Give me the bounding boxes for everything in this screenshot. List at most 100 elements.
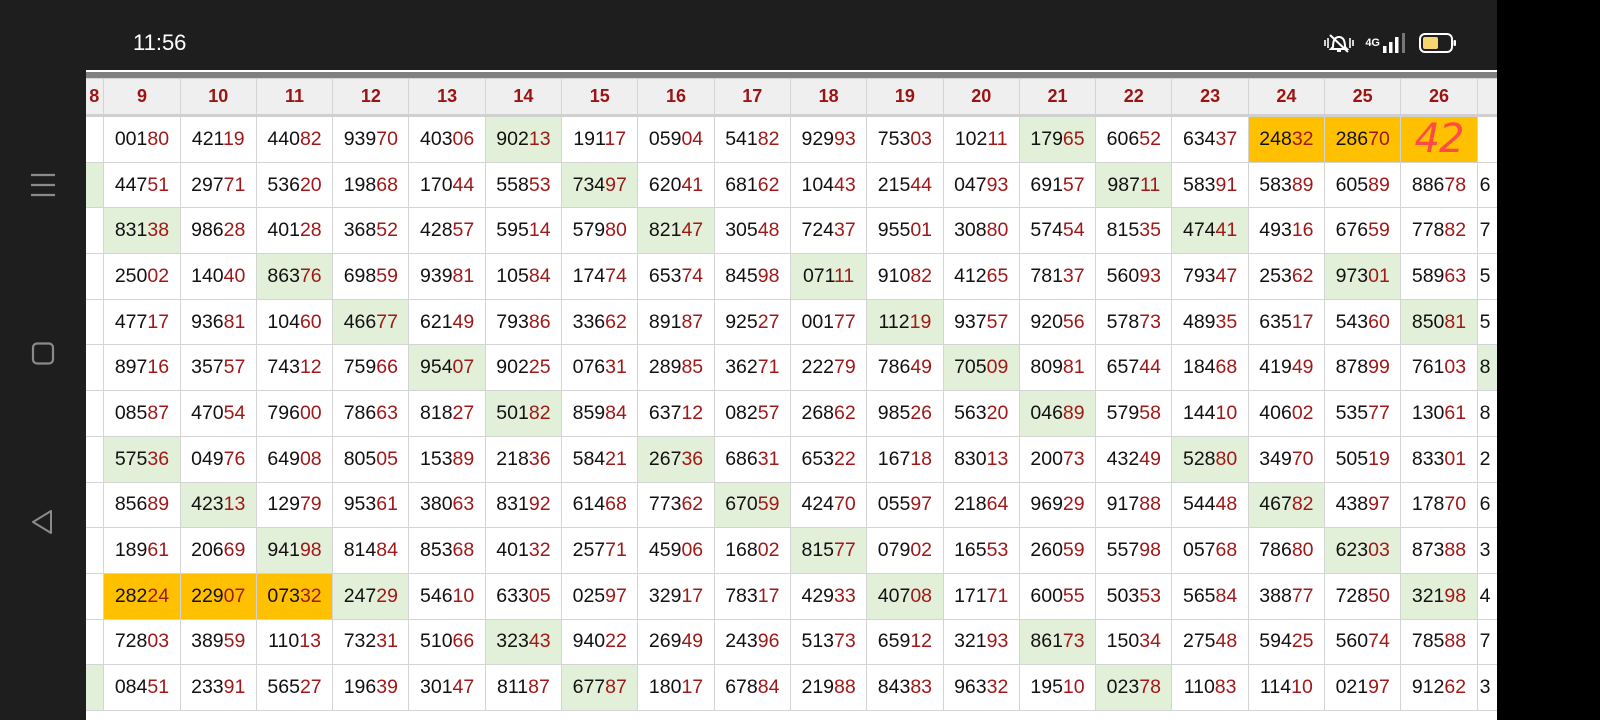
- table-cell[interactable]: 43897: [1324, 481, 1402, 529]
- table-cell-partial-right[interactable]: 4: [1476, 572, 1497, 620]
- table-cell[interactable]: 73497: [561, 161, 639, 209]
- table-cell[interactable]: 15034: [1095, 618, 1173, 666]
- column-header-25[interactable]: 25: [1324, 78, 1402, 117]
- column-header-15[interactable]: 15: [561, 78, 639, 117]
- table-cell-partial-right[interactable]: 8: [1476, 390, 1497, 437]
- table-cell-partial-right[interactable]: [1476, 115, 1497, 163]
- table-cell[interactable]: 59425: [1247, 618, 1326, 666]
- table-cell[interactable]: 14410: [1171, 390, 1249, 437]
- table-cell[interactable]: 18961: [103, 527, 181, 574]
- table-cell[interactable]: 63305: [484, 572, 563, 620]
- table-cell[interactable]: 07332: [255, 572, 334, 620]
- table-cell[interactable]: 21544: [866, 161, 944, 209]
- table-cell[interactable]: 57873: [1095, 298, 1173, 346]
- table-cell[interactable]: 00180: [103, 115, 181, 163]
- table-cell[interactable]: 05597: [866, 481, 944, 529]
- table-cell[interactable]: 83138: [103, 207, 181, 255]
- column-header-22[interactable]: 22: [1095, 78, 1173, 117]
- table-cell[interactable]: 67884: [713, 664, 791, 711]
- table-cell[interactable]: 87388: [1400, 527, 1478, 574]
- column-header-17[interactable]: 17: [713, 78, 791, 117]
- table-cell[interactable]: 98526: [866, 390, 944, 437]
- table-cell[interactable]: 69859: [332, 253, 410, 300]
- table-cell[interactable]: 21864: [942, 481, 1020, 529]
- column-header-9[interactable]: 9: [103, 78, 181, 117]
- table-cell[interactable]: 67059: [713, 481, 791, 529]
- table-cell[interactable]: 77882: [1400, 207, 1478, 255]
- table-cell[interactable]: 56093: [1095, 253, 1173, 300]
- table-cell[interactable]: 75303: [866, 115, 944, 163]
- table-cell[interactable]: 79600: [255, 390, 334, 437]
- table-cell[interactable]: 30548: [713, 207, 791, 255]
- column-header-partial-right[interactable]: [1476, 78, 1497, 117]
- table-cell[interactable]: 28224: [103, 572, 181, 620]
- column-header-18[interactable]: 18: [789, 78, 868, 117]
- table-cell-partial[interactable]: 5: [86, 161, 105, 209]
- table-cell[interactable]: 54448: [1171, 481, 1249, 529]
- table-cell[interactable]: 16802: [713, 527, 791, 574]
- table-cell[interactable]: 27548: [1171, 618, 1249, 666]
- table-cell[interactable]: 91262: [1400, 664, 1478, 711]
- table-cell[interactable]: 67659: [1324, 207, 1402, 255]
- table-cell[interactable]: 32198: [1400, 572, 1478, 620]
- table-cell[interactable]: 42933: [789, 572, 868, 620]
- table-cell[interactable]: 10443: [789, 161, 868, 209]
- table-cell[interactable]: 78317: [713, 572, 791, 620]
- table-cell[interactable]: 21836: [484, 435, 563, 483]
- table-cell[interactable]: 69157: [1018, 161, 1097, 209]
- table-cell[interactable]: 11410: [1247, 664, 1326, 711]
- table-cell[interactable]: 17171: [942, 572, 1020, 620]
- table-cell[interactable]: 48935: [1171, 298, 1249, 346]
- table-cell[interactable]: 14040: [179, 253, 257, 300]
- table-cell[interactable]: 46782: [1247, 481, 1326, 529]
- table-cell[interactable]: 49316: [1247, 207, 1326, 255]
- table-cell[interactable]: 04793: [942, 161, 1020, 209]
- table-cell[interactable]: 63517: [1247, 298, 1326, 346]
- table-cell-partial[interactable]: 3: [86, 390, 105, 437]
- table-cell[interactable]: 84598: [713, 253, 791, 300]
- table-cell[interactable]: 40132: [484, 527, 563, 574]
- table-cell[interactable]: 22907: [179, 572, 257, 620]
- table-cell[interactable]: 93681: [179, 298, 257, 346]
- table-cell[interactable]: 76103: [1400, 344, 1478, 392]
- table-cell[interactable]: 58963: [1400, 253, 1478, 300]
- table-cell[interactable]: 18468: [1171, 344, 1249, 392]
- table-cell[interactable]: 50182: [484, 390, 563, 437]
- table-cell[interactable]: 91788: [1095, 481, 1173, 529]
- table-cell[interactable]: 26862: [789, 390, 868, 437]
- table-cell[interactable]: 60652: [1095, 115, 1173, 163]
- table-cell[interactable]: 75966: [332, 344, 410, 392]
- table-cell[interactable]: 72850: [1324, 572, 1402, 620]
- table-cell[interactable]: 88678: [1400, 161, 1478, 209]
- table-cell[interactable]: 18017: [637, 664, 715, 711]
- table-cell[interactable]: 25771: [561, 527, 639, 574]
- table-cell[interactable]: 04976: [179, 435, 257, 483]
- table-cell[interactable]: 15389: [408, 435, 486, 483]
- table-cell[interactable]: 40708: [866, 572, 944, 620]
- table-cell[interactable]: 12979: [255, 481, 334, 529]
- table-cell[interactable]: 67787: [561, 664, 639, 711]
- table-cell-partial-right[interactable]: 5: [1476, 253, 1497, 300]
- table-cell[interactable]: 11083: [1171, 664, 1249, 711]
- table-cell[interactable]: 85368: [408, 527, 486, 574]
- table-cell[interactable]: 11219: [866, 298, 944, 346]
- table-cell-partial-right[interactable]: 2: [1476, 435, 1497, 483]
- column-header-24[interactable]: 24: [1247, 78, 1326, 117]
- table-cell[interactable]: 95501: [866, 207, 944, 255]
- table-cell[interactable]: 36852: [332, 207, 410, 255]
- column-header-20[interactable]: 20: [942, 78, 1020, 117]
- table-cell[interactable]: 60589: [1324, 161, 1402, 209]
- table-cell[interactable]: 56527: [255, 664, 334, 711]
- table-cell[interactable]: 74312: [255, 344, 334, 392]
- table-cell[interactable]: 68631: [713, 435, 791, 483]
- table-cell[interactable]: 17474: [561, 253, 639, 300]
- table-cell[interactable]: 30147: [408, 664, 486, 711]
- table-cell[interactable]: 79347: [1171, 253, 1249, 300]
- table-cell-partial[interactable]: 7: [86, 481, 105, 529]
- table-cell[interactable]: 26059: [1018, 527, 1097, 574]
- table-cell[interactable]: 17044: [408, 161, 486, 209]
- table-cell[interactable]: 62303: [1324, 527, 1402, 574]
- table-cell[interactable]: 34970: [1247, 435, 1326, 483]
- table-cell[interactable]: 95407: [408, 344, 486, 392]
